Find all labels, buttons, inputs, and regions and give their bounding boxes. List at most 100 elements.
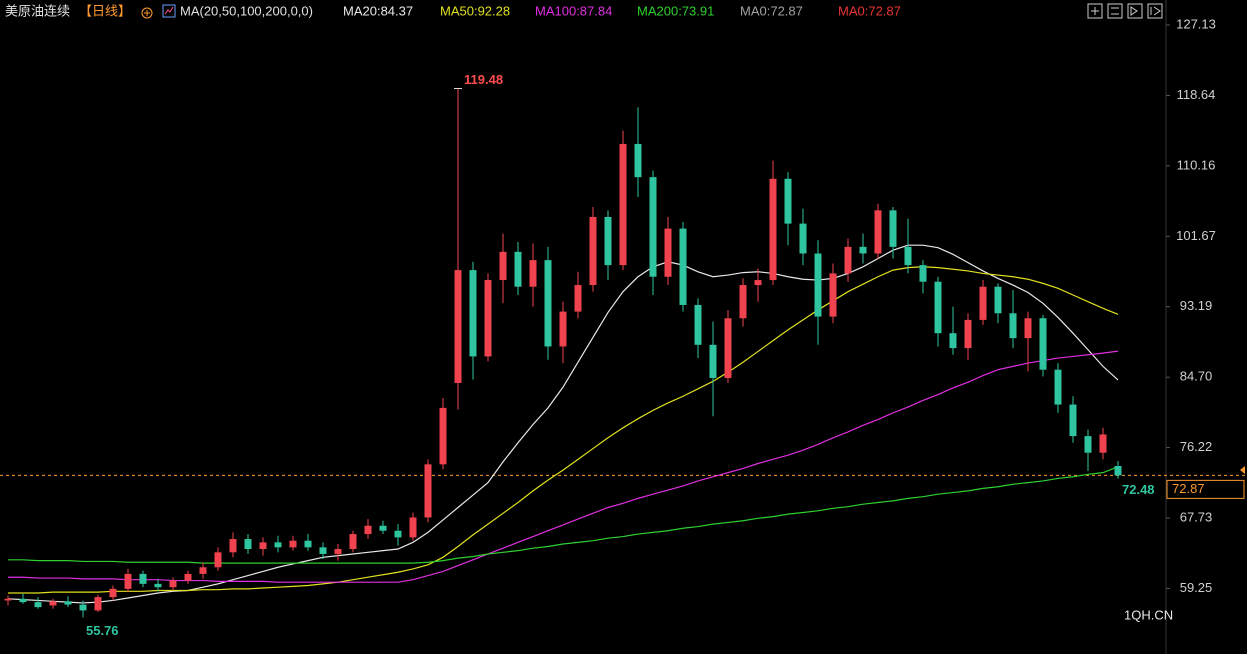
- candle-body: [559, 311, 567, 347]
- candle-body: [49, 601, 57, 606]
- tool-glyphs: [1091, 6, 1161, 16]
- candle-body: [844, 246, 852, 274]
- candle-body: [1039, 318, 1047, 370]
- period[interactable]: 【日线】: [79, 3, 131, 18]
- candle-body: [769, 178, 777, 281]
- candle-body: [739, 285, 747, 319]
- low-label: 55.76: [86, 623, 119, 638]
- candle-body: [679, 228, 687, 305]
- candle-body: [409, 517, 417, 538]
- tool-button[interactable]: [1127, 3, 1143, 19]
- candle-body: [184, 573, 192, 581]
- candle-body: [244, 539, 252, 549]
- candle-body: [709, 344, 717, 379]
- tool-button[interactable]: [1087, 3, 1103, 19]
- candle-body: [949, 333, 957, 349]
- legend-entry: MA50:92.28: [440, 3, 510, 18]
- candle-body: [259, 542, 267, 549]
- candle-body: [19, 598, 27, 603]
- candle-body: [904, 246, 912, 266]
- y-tick-label: 110.16: [1177, 157, 1216, 172]
- add-icon[interactable]: [141, 7, 153, 19]
- price-tag: 72.87: [1172, 481, 1205, 496]
- ma-line: [8, 466, 1119, 564]
- candle-body: [424, 464, 432, 518]
- candle-body: [754, 280, 762, 286]
- candle-body: [139, 573, 147, 584]
- candle-body: [334, 548, 342, 554]
- candle-body: [439, 407, 447, 465]
- candle-body: [589, 216, 597, 286]
- y-tick-label: 101.67: [1176, 228, 1216, 243]
- candle-body: [619, 143, 627, 266]
- indicator: MA(20,50,100,200,0,0): [180, 3, 313, 18]
- ma-line: [7, 244, 1119, 604]
- candle-body: [874, 210, 882, 254]
- candle-body: [604, 216, 612, 266]
- y-tick-label: 84.70: [1180, 369, 1213, 384]
- toolbar: [1087, 3, 1163, 19]
- y-tick-label: 59.25: [1180, 580, 1213, 595]
- last-low-label: 72.48: [1122, 482, 1155, 497]
- high-label: 119.48: [464, 72, 503, 87]
- candle-body: [109, 588, 117, 598]
- candle-body: [94, 597, 102, 611]
- legend-entry: MA200:73.91: [637, 3, 714, 18]
- candle-body: [274, 542, 282, 548]
- legend-entry: MA0:72.87: [740, 3, 803, 18]
- candle-body: [529, 260, 537, 287]
- candle-body: [394, 530, 402, 538]
- tool-button[interactable]: [1107, 3, 1123, 19]
- candle-body: [664, 228, 672, 277]
- legend-entry: MA0:72.87: [838, 3, 901, 18]
- candle-body: [289, 540, 297, 548]
- chart-title: 美原油连续: [5, 3, 70, 18]
- candle-body: [979, 286, 987, 320]
- candle-body: [4, 598, 12, 601]
- candle-body: [694, 304, 702, 345]
- candle-body: [574, 285, 582, 312]
- candle-body: [994, 286, 1002, 314]
- candle-body: [454, 270, 462, 383]
- ma-line: [8, 266, 1119, 594]
- candle-body: [919, 265, 927, 282]
- tool-button[interactable]: [1147, 3, 1163, 19]
- candle-body: [229, 539, 237, 553]
- candle-body: [319, 547, 327, 554]
- indicator-icon[interactable]: [162, 4, 176, 18]
- y-tick-label: 93.19: [1180, 298, 1213, 313]
- candle-body: [934, 281, 942, 334]
- candle-body: [1054, 369, 1062, 405]
- candle-body: [154, 583, 162, 588]
- candle-body: [364, 525, 372, 535]
- candle-body: [349, 534, 357, 549]
- ma-line: [8, 350, 1119, 583]
- candle-body: [1024, 318, 1032, 339]
- candle-body: [859, 246, 867, 254]
- y-tick-label: 118.64: [1177, 87, 1216, 102]
- candle-body: [814, 253, 822, 317]
- candle-body: [469, 270, 477, 357]
- candle-body: [724, 318, 732, 379]
- y-tick-label: 67.73: [1180, 509, 1213, 524]
- candle-body: [64, 601, 72, 605]
- candle-body: [889, 210, 897, 247]
- y-tick-label: 76.22: [1180, 439, 1213, 454]
- price-marker: [1240, 466, 1245, 474]
- candle-body: [169, 580, 177, 588]
- candle-body: [499, 251, 507, 281]
- candle-body: [1069, 404, 1077, 437]
- candle-body: [214, 552, 222, 568]
- candle-body: [379, 525, 387, 531]
- indicator-icon-line: [164, 6, 174, 15]
- candle-body: [544, 260, 552, 347]
- candle-body: [79, 604, 87, 611]
- add-icon-cross: [144, 10, 150, 16]
- price-tag-box: [1166, 479, 1245, 499]
- watermark: 1QH.CN: [1124, 607, 1173, 622]
- candle-body: [1114, 465, 1122, 476]
- candle-body: [304, 540, 312, 548]
- legend-entry: MA100:87.84: [535, 3, 612, 18]
